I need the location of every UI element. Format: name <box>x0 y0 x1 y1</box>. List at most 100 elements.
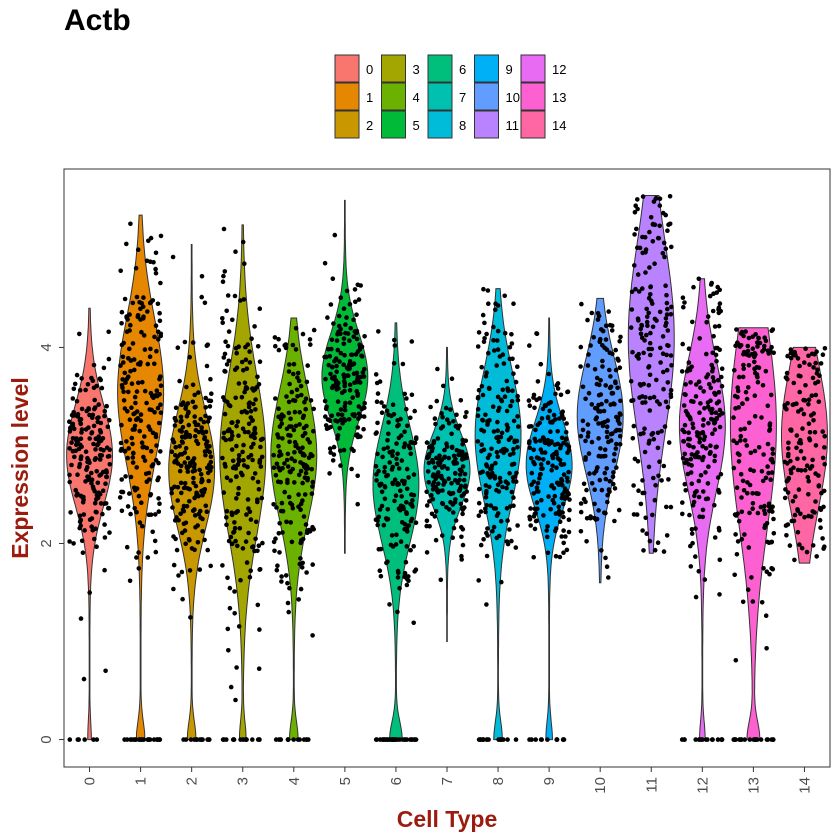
data-point <box>550 453 555 458</box>
legend-label: 7 <box>459 90 466 105</box>
data-point <box>374 472 379 477</box>
data-point <box>591 335 596 340</box>
data-point <box>247 400 252 406</box>
data-point <box>815 367 820 373</box>
data-point <box>402 391 408 397</box>
data-point <box>769 456 775 462</box>
data-point <box>659 478 664 483</box>
data-point <box>638 331 644 337</box>
data-point <box>425 469 431 474</box>
data-point <box>140 316 146 321</box>
data-point <box>526 398 532 403</box>
data-point <box>595 311 601 316</box>
data-point <box>702 577 708 582</box>
data-point <box>323 354 329 360</box>
data-point <box>197 737 203 742</box>
data-point <box>81 676 87 682</box>
data-point <box>544 528 549 533</box>
data-point <box>736 518 742 524</box>
data-point <box>347 388 353 393</box>
data-point <box>499 430 505 436</box>
data-point <box>596 436 601 441</box>
data-point <box>286 399 292 405</box>
data-point <box>198 472 204 477</box>
data-point <box>803 346 808 352</box>
data-point <box>94 737 100 742</box>
data-point <box>253 519 259 525</box>
data-point <box>495 394 501 400</box>
data-point <box>98 438 104 444</box>
data-point <box>731 415 736 420</box>
data-point <box>553 391 558 397</box>
data-point <box>547 408 552 414</box>
data-point <box>146 424 151 429</box>
data-point <box>292 439 298 445</box>
data-point <box>374 399 380 405</box>
data-point <box>561 540 566 546</box>
data-point <box>136 566 142 571</box>
data-point <box>509 332 514 337</box>
data-point <box>292 450 297 455</box>
data-point <box>485 526 490 531</box>
data-point <box>743 329 748 334</box>
data-point <box>648 292 653 297</box>
data-point <box>382 737 387 742</box>
data-point <box>738 471 744 477</box>
data-point <box>413 520 419 525</box>
data-point <box>707 382 712 387</box>
x-axis-label: Cell Type <box>397 806 498 832</box>
data-point <box>374 380 380 386</box>
data-point <box>480 417 485 423</box>
data-point <box>226 648 231 653</box>
data-point <box>187 538 192 543</box>
data-point <box>303 470 309 476</box>
data-point <box>478 470 483 476</box>
data-point <box>450 490 456 496</box>
x-tick-label: 9 <box>541 777 558 785</box>
data-point <box>801 456 807 461</box>
data-point <box>483 506 488 512</box>
data-point <box>460 527 466 532</box>
data-point <box>618 334 623 340</box>
data-point <box>712 458 717 464</box>
data-point <box>515 414 520 419</box>
data-point <box>173 453 178 458</box>
data-point <box>747 737 753 742</box>
data-point <box>495 303 501 308</box>
data-point <box>811 411 816 416</box>
data-point <box>304 570 309 575</box>
data-point <box>586 352 591 357</box>
data-point <box>205 547 210 553</box>
data-point <box>816 399 822 405</box>
data-point <box>305 363 311 368</box>
data-point <box>507 345 513 350</box>
data-point <box>236 433 241 439</box>
data-point <box>551 412 557 418</box>
data-point <box>85 464 90 470</box>
data-point <box>458 501 464 507</box>
data-point <box>759 600 765 605</box>
data-point <box>527 439 532 444</box>
data-point <box>286 369 292 374</box>
data-point <box>717 592 722 597</box>
data-point <box>553 526 559 531</box>
data-point <box>330 458 336 463</box>
data-point <box>683 488 688 493</box>
data-point <box>223 437 229 443</box>
data-point <box>631 512 637 517</box>
data-point <box>596 508 601 513</box>
data-point <box>122 449 128 454</box>
data-point <box>667 194 673 199</box>
data-point <box>334 387 340 392</box>
data-point <box>256 487 262 492</box>
jitter-points <box>67 194 828 742</box>
data-point <box>206 737 212 742</box>
data-point <box>732 572 737 578</box>
data-point <box>628 325 634 330</box>
data-point <box>170 437 175 442</box>
data-point <box>714 416 719 421</box>
data-point <box>234 665 239 670</box>
data-point <box>698 401 703 406</box>
data-point <box>302 475 308 481</box>
data-point <box>192 414 197 419</box>
